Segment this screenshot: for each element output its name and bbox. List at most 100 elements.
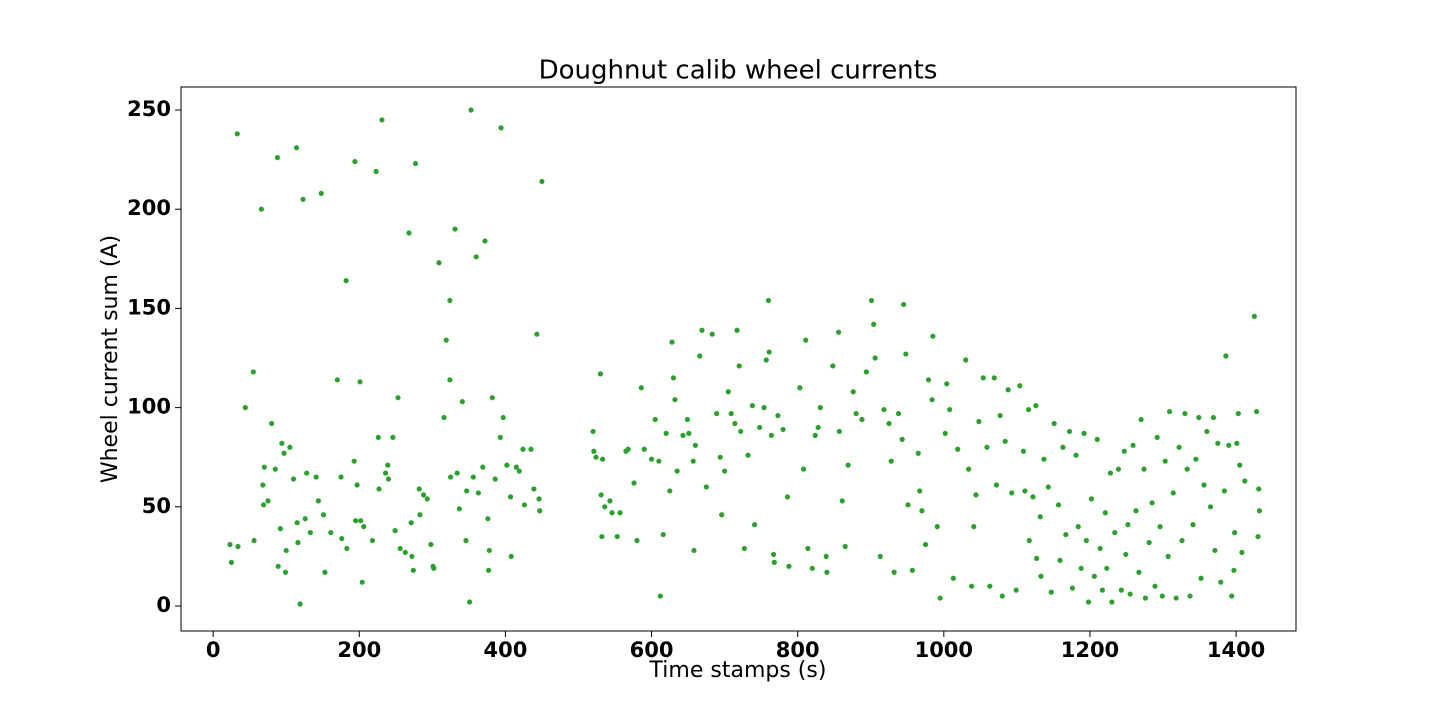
- scatter-point: [749, 403, 755, 409]
- scatter-point: [815, 424, 821, 431]
- scatter-point: [1182, 410, 1188, 417]
- scatter-point: [424, 496, 430, 502]
- scatter-point: [1025, 406, 1032, 413]
- scatter-point: [1041, 456, 1047, 462]
- scatter-point: [463, 537, 469, 544]
- scatter-point: [1066, 428, 1073, 435]
- scatter-point: [614, 533, 620, 540]
- scatter-point: [1112, 529, 1118, 536]
- scatter-point: [1048, 589, 1054, 595]
- scatter-point: [929, 397, 935, 403]
- scatter-point: [1196, 414, 1202, 421]
- scatter-point: [409, 553, 415, 560]
- scatter-point: [359, 579, 365, 585]
- scatter-point: [1256, 486, 1262, 492]
- scatter-point: [1017, 383, 1023, 389]
- scatter-point: [1133, 508, 1139, 514]
- scatter-point: [607, 498, 613, 504]
- scatter-point: [836, 329, 842, 335]
- scatter-point: [297, 601, 303, 607]
- scatter-point: [1242, 478, 1248, 484]
- scatter-point: [684, 416, 690, 423]
- scatter-point: [357, 379, 363, 385]
- scatter-point: [1176, 444, 1182, 450]
- scatter-point: [765, 297, 772, 304]
- scatter-point: [891, 569, 897, 575]
- scatter-point: [732, 420, 738, 427]
- scatter-point: [853, 410, 859, 417]
- scatter-point: [313, 474, 319, 480]
- scatter-point: [817, 405, 823, 411]
- scatter-point: [1115, 466, 1122, 472]
- scatter-point: [1162, 458, 1168, 464]
- scatter-point: [625, 446, 631, 452]
- scatter-point: [521, 502, 528, 508]
- scatter-point: [784, 494, 791, 500]
- scatter-point: [412, 160, 419, 167]
- scatter-point: [275, 563, 281, 569]
- scatter-point: [447, 297, 453, 304]
- scatter-point: [536, 496, 542, 502]
- scatter-point: [1149, 500, 1155, 506]
- scatter-point: [1184, 466, 1190, 472]
- scatter-point: [258, 206, 264, 212]
- scatter-point: [1190, 522, 1196, 528]
- scatter-point: [1210, 414, 1217, 421]
- scatter-point: [797, 385, 803, 391]
- scatter-point: [242, 405, 248, 411]
- scatter-point: [980, 375, 986, 381]
- scatter-point: [709, 331, 715, 337]
- scatter-point: [999, 593, 1005, 599]
- scatter-point: [697, 353, 703, 359]
- scatter-point: [963, 357, 969, 363]
- scatter-point: [1034, 555, 1040, 561]
- scatter-point: [1022, 488, 1028, 494]
- scatter-point: [498, 125, 504, 131]
- scatter-point: [539, 178, 545, 185]
- scatter-point: [1091, 573, 1097, 579]
- scatter-point: [713, 410, 720, 417]
- scatter-point: [397, 545, 403, 552]
- scatter-point: [379, 117, 385, 123]
- scatter-point: [741, 545, 747, 552]
- scatter-point: [823, 553, 829, 560]
- scatter-point: [492, 476, 498, 482]
- scatter-point: [1142, 595, 1149, 601]
- scatter-point: [805, 545, 811, 552]
- scatter-point: [293, 145, 300, 151]
- scatter-point: [590, 428, 596, 435]
- scatter-point: [1170, 490, 1176, 496]
- scatter-point: [591, 448, 597, 454]
- scatter-point: [905, 502, 911, 508]
- scatter-point: [500, 414, 506, 421]
- scatter-point: [287, 444, 293, 450]
- scatter-point: [485, 516, 491, 522]
- scatter-point: [703, 484, 709, 490]
- scatter-point: [281, 450, 287, 456]
- x-tick-label: 1000: [915, 638, 973, 662]
- scatter-point: [947, 406, 953, 413]
- scatter-point: [417, 512, 423, 518]
- scatter-point: [1235, 410, 1241, 417]
- scatter-point: [1107, 470, 1114, 476]
- scatter-point: [597, 371, 604, 377]
- scatter-point: [260, 482, 266, 488]
- scatter-point: [343, 278, 349, 284]
- scatter-point: [1136, 569, 1142, 575]
- scatter-point: [751, 522, 758, 528]
- scatter-point: [489, 395, 495, 401]
- scatter-point: [699, 327, 705, 333]
- scatter-point: [1097, 545, 1103, 552]
- scatter-point: [672, 397, 678, 403]
- scatter-point: [909, 567, 915, 573]
- x-axis-label: Time stamps (s): [649, 658, 827, 683]
- scatter-point: [456, 506, 462, 512]
- scatter-point: [1152, 583, 1158, 589]
- scatter-point: [406, 230, 412, 236]
- scatter-point: [468, 107, 474, 113]
- scatter-point: [1055, 502, 1062, 508]
- scatter-point: [1166, 408, 1173, 415]
- scatter-point: [634, 537, 640, 544]
- scatter-point: [1193, 456, 1199, 462]
